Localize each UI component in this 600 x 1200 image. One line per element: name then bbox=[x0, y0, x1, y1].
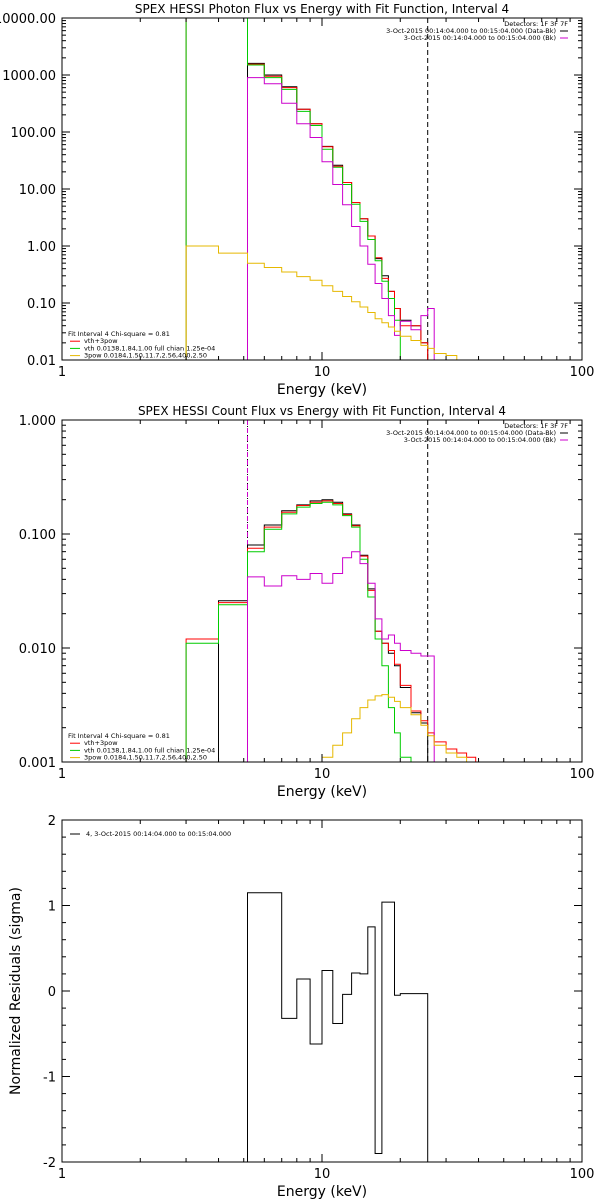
legend-entry: 3pow 0.0184,1.50,11.7,2.56,400,2.50 bbox=[84, 352, 207, 360]
chart-title: SPEX HESSI Count Flux vs Energy with Fit… bbox=[138, 404, 506, 418]
y-tick-label: 10000.00 bbox=[0, 12, 56, 27]
x-tick-label: 10 bbox=[314, 365, 331, 380]
header-line-3: 3-Oct-2015 00:14:04.000 to 00:15:04.000 … bbox=[404, 436, 556, 444]
series-line-5 bbox=[185, 245, 468, 360]
y-tick-label: 1.00 bbox=[27, 240, 56, 255]
y-tick-label: 1000.00 bbox=[2, 69, 56, 84]
x-tick-label: 1 bbox=[58, 767, 66, 782]
y-tick-label: 2 bbox=[48, 814, 56, 829]
y-tick-label: 0.01 bbox=[27, 354, 56, 369]
legend-title: Fit Interval 4 Chi-square = 0.81 bbox=[68, 330, 170, 338]
series-line-1 bbox=[247, 892, 429, 1162]
x-axis-label: Energy (keV) bbox=[277, 784, 367, 800]
y-tick-label: 100.00 bbox=[11, 126, 57, 141]
y-tick-label: 0.10 bbox=[27, 297, 56, 312]
series-line-5 bbox=[321, 694, 477, 762]
header-line-1: Detectors: 1F 3F 7F bbox=[504, 20, 568, 28]
series-line-2 bbox=[185, 500, 485, 762]
x-tick-label: 100 bbox=[570, 365, 595, 380]
x-tick-label: 1 bbox=[58, 1167, 66, 1182]
x-tick-label: 10 bbox=[314, 767, 331, 782]
y-tick-label: 0.100 bbox=[19, 528, 56, 543]
x-tick-label: 100 bbox=[570, 1167, 595, 1182]
chart-title: SPEX HESSI Photon Flux vs Energy with Fi… bbox=[135, 2, 509, 16]
y-tick-label: 0.001 bbox=[19, 756, 56, 771]
y-tick-label: -1 bbox=[43, 1071, 56, 1086]
series-line-4 bbox=[247, 77, 435, 360]
y-tick-label: 1.000 bbox=[19, 414, 56, 429]
series-line-1 bbox=[218, 499, 429, 762]
plot-frame bbox=[61, 419, 583, 763]
x-tick-label: 10 bbox=[314, 1167, 331, 1182]
legend-title: Fit Interval 4 Chi-square = 0.81 bbox=[68, 732, 170, 740]
plot-area bbox=[247, 892, 429, 1162]
legend-entry: vth 0.0138,1.84,1.00 full chian 1.25e-04 bbox=[84, 746, 215, 754]
x-axis-label: Energy (keV) bbox=[277, 382, 367, 398]
y-tick-label: -2 bbox=[43, 1156, 56, 1171]
series-line-4 bbox=[247, 551, 435, 762]
header-line-3: 3-Oct-2015 00:14:04.000 to 00:15:04.000 … bbox=[404, 34, 556, 42]
y-tick-label: 10.00 bbox=[19, 183, 56, 198]
header-line-1: Detectors: 1F 3F 7F bbox=[504, 422, 568, 430]
legend-entry: vth+3pow bbox=[84, 739, 118, 747]
header-line-2: 3-Oct-2015 00:14:04.000 to 00:15:04.000 … bbox=[386, 429, 556, 437]
series-line-3 bbox=[185, 18, 401, 360]
y-tick-label: 0 bbox=[48, 985, 56, 1000]
x-tick-label: 1 bbox=[58, 365, 66, 380]
legend-entry: vth+3pow bbox=[84, 337, 118, 345]
series-line-2 bbox=[185, 18, 429, 360]
legend-entry: 4, 3-Oct-2015 00:14:04.000 to 00:15:04.0… bbox=[86, 830, 231, 838]
plot-frame bbox=[61, 17, 583, 361]
x-tick-label: 100 bbox=[570, 767, 595, 782]
plot-area bbox=[185, 18, 468, 360]
header-line-2: 3-Oct-2015 00:14:04.000 to 00:15:04.000 … bbox=[386, 27, 556, 35]
series-line-3 bbox=[185, 501, 412, 762]
plot-area bbox=[185, 420, 485, 762]
y-tick-label: 0.010 bbox=[19, 642, 56, 657]
y-tick-label: 1 bbox=[48, 900, 56, 915]
y-axis-label: Normalized Residuals (sigma) bbox=[8, 887, 24, 1095]
legend-entry: 3pow 0.0184,1.50,11.7,2.56,400,2.50 bbox=[84, 754, 207, 762]
x-axis-label: Energy (keV) bbox=[277, 1184, 367, 1200]
legend-entry: vth 0.0138,1.84,1.00 full chian 1.25e-04 bbox=[84, 344, 215, 352]
